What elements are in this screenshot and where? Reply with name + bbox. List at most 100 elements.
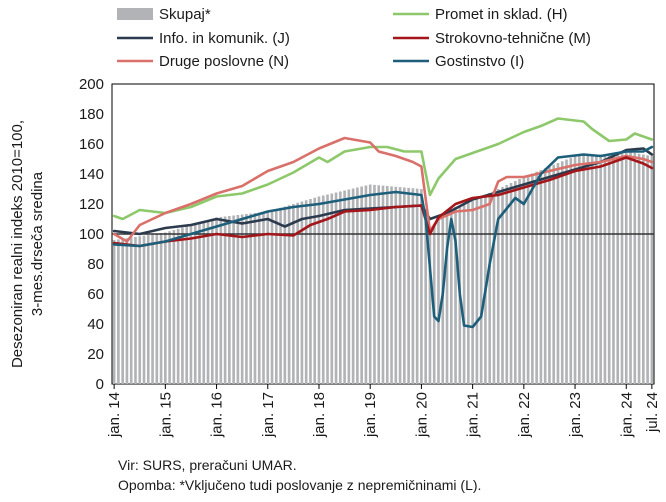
bar (168, 231, 171, 384)
bar (462, 204, 466, 384)
x-tick-label: jan. 14 (106, 392, 123, 438)
bar (223, 216, 227, 384)
legend-swatch (117, 8, 153, 20)
bar (599, 154, 602, 384)
bar (526, 175, 530, 384)
bar (548, 166, 551, 384)
bar (334, 192, 338, 384)
bar (428, 228, 432, 384)
series-line (112, 136, 654, 243)
bar (270, 210, 274, 384)
bar (415, 188, 419, 384)
x-tick-label: jan. 17 (260, 392, 277, 438)
bar (360, 186, 363, 384)
bar (253, 213, 257, 384)
bar (513, 181, 517, 384)
y-tick-label: 80 (87, 256, 104, 273)
bar (616, 152, 620, 384)
bar (445, 210, 449, 384)
bar (518, 179, 521, 384)
chart: Skupaj* Promet in sklad. (H) Info. in komu… (9, 6, 661, 438)
bar (454, 207, 457, 384)
bar (560, 161, 564, 384)
bar (573, 156, 577, 384)
bar (620, 152, 624, 384)
bar (202, 221, 206, 384)
bar (193, 223, 197, 384)
bar (164, 232, 167, 384)
bar (112, 240, 116, 384)
bar (249, 213, 253, 384)
bar (531, 173, 534, 384)
bar (552, 164, 556, 384)
bar (377, 185, 381, 384)
bar (629, 152, 632, 384)
bar (283, 206, 287, 384)
bar (471, 201, 474, 384)
bar (437, 219, 440, 384)
bar (151, 234, 154, 384)
bar (637, 153, 641, 384)
bar (467, 202, 470, 384)
bar (155, 233, 159, 384)
bar (492, 191, 496, 384)
bar (373, 184, 376, 384)
bar (650, 156, 654, 384)
series-line (112, 156, 654, 248)
x-tick-label: jan. 23 (567, 392, 584, 438)
bar (403, 187, 406, 384)
bar (603, 154, 607, 384)
x-tick-label: jul. 24 (644, 392, 661, 433)
bar (330, 193, 334, 384)
bar (117, 239, 120, 384)
bar (210, 218, 214, 384)
y-tick-label: 20 (87, 346, 104, 363)
bar (228, 216, 231, 384)
legend-label: Info. in komunik. (J) (159, 30, 290, 47)
bar (449, 208, 453, 384)
bar (407, 187, 410, 384)
y-tick-label: 140 (79, 166, 104, 183)
bar (287, 205, 291, 384)
bar (590, 155, 594, 384)
bar (347, 189, 351, 384)
source-note: Vir: SURS, preračuni UMAR. (118, 457, 297, 473)
bar (313, 197, 317, 384)
plot-area: 0 20 40 60 80 100 120 140 160 180 200 jan. 14 jan. 1… (79, 76, 661, 438)
bar (624, 151, 628, 384)
y-tick-label: 120 (79, 196, 104, 213)
x-tick-label: jan. 19 (362, 392, 379, 438)
bar (321, 195, 325, 384)
bar (266, 211, 270, 384)
legend: Skupaj* Promet in sklad. (H) Info. in komu… (117, 6, 591, 70)
bar (381, 185, 385, 384)
bar (633, 153, 637, 384)
bar (612, 153, 615, 384)
bar (364, 185, 368, 384)
bar (522, 177, 526, 384)
bar (411, 188, 415, 384)
y-tick-label: 180 (79, 106, 104, 123)
bar (125, 238, 129, 384)
bar (292, 204, 295, 384)
bar (368, 184, 372, 384)
bar (501, 187, 504, 384)
bar (535, 171, 538, 384)
bar (279, 207, 282, 384)
bar (496, 189, 500, 384)
x-tick-label: jan. 16 (209, 392, 226, 438)
bar (181, 227, 184, 384)
bar (198, 222, 201, 384)
x-tick-label: jan. 20 (413, 392, 430, 438)
bar (142, 235, 146, 384)
bar (356, 187, 359, 384)
bar (488, 193, 492, 384)
y-tick-label: 200 (79, 76, 104, 93)
x-tick-label: jan. 22 (516, 392, 533, 438)
series-line (112, 117, 654, 221)
bar (236, 215, 240, 384)
bar (206, 220, 210, 384)
y-axis-label-line2: 3-mes.drseča sredina (29, 171, 46, 316)
footnote: Opomba: *Vključeno tudi poslovanje z nep… (118, 477, 482, 493)
y-tick-label: 60 (87, 286, 104, 303)
